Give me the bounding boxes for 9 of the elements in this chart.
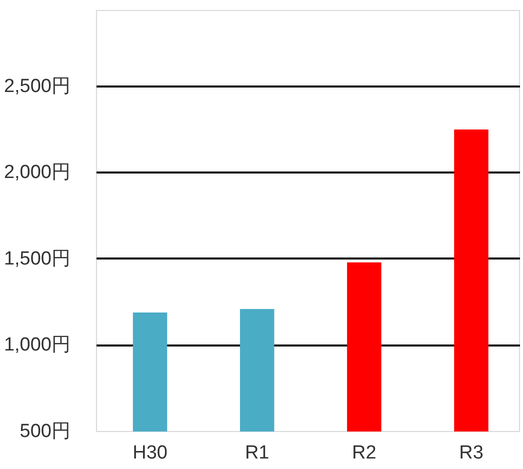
y-tick-label: 1,500円 <box>4 248 70 270</box>
x-tick-label: R3 <box>459 442 484 464</box>
x-tick-label: R1 <box>244 442 270 464</box>
y-tick-label: 1,000円 <box>4 334 70 356</box>
y-tick-label: 500円 <box>20 421 70 442</box>
x-tick-label: R2 <box>352 442 376 464</box>
x-tick-label: H30 <box>132 442 168 464</box>
y-tick-label: 2,000円 <box>4 162 70 184</box>
y-tick-label: 2,500円 <box>4 76 70 97</box>
